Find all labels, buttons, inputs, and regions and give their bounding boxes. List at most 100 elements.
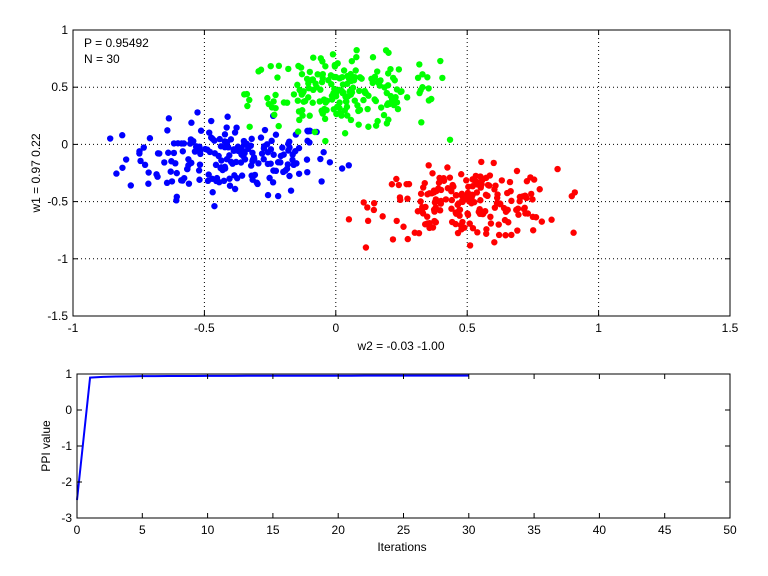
scatter-point-series-1 — [156, 150, 163, 157]
scatter-point-series-3 — [490, 159, 497, 167]
scatter-point-series-1 — [136, 148, 143, 155]
scatter-point-series-3 — [421, 221, 429, 228]
scatter-point-series-2 — [388, 96, 396, 103]
scatter-point-series-3 — [513, 167, 521, 175]
scatter-point-series-1 — [140, 144, 147, 151]
scatter-point-series-3 — [440, 177, 448, 184]
ppi-ytick-label: 0 — [65, 403, 72, 417]
scatter-point-series-3 — [411, 229, 418, 236]
scatter-point-series-2 — [439, 74, 446, 82]
scatter-point-series-1 — [285, 147, 292, 154]
scatter-point-series-3 — [448, 196, 456, 204]
scatter-ytick-label: -1.5 — [47, 309, 68, 323]
scatter-point-series-1 — [234, 143, 242, 150]
scatter-point-series-2 — [353, 53, 360, 61]
scatter-point-series-2 — [428, 95, 435, 103]
scatter-plot-area — [73, 30, 730, 316]
scatter-point-series-2 — [390, 101, 398, 109]
scatter-point-series-3 — [481, 207, 489, 215]
scatter-points — [106, 46, 579, 251]
scatter-point-series-3 — [435, 179, 443, 186]
scatter-point-series-3 — [432, 204, 439, 211]
scatter-point-series-3 — [502, 232, 509, 239]
scatter-point-series-2 — [348, 57, 356, 65]
scatter-ytick-label: 1 — [61, 23, 68, 37]
scatter-point-series-3 — [364, 204, 371, 211]
scatter-point-series-2 — [272, 91, 279, 99]
ppi-ytick-label: -2 — [61, 475, 72, 489]
scatter-point-series-3 — [426, 190, 433, 197]
scatter-point-series-2 — [365, 123, 372, 130]
scatter-point-series-3 — [370, 206, 378, 214]
scatter-point-series-3 — [536, 186, 543, 193]
scatter-point-series-3 — [493, 194, 501, 202]
scatter-point-series-3 — [404, 235, 411, 243]
scatter-point-series-2 — [371, 96, 378, 103]
scatter-point-series-1 — [251, 155, 258, 163]
scatter-point-series-3 — [456, 212, 463, 219]
scatter-point-series-2 — [270, 98, 277, 105]
scatter-point-series-2 — [395, 66, 403, 73]
scatter-point-series-3 — [548, 216, 555, 223]
scatter-point-series-1 — [226, 182, 234, 189]
scatter-point-series-2 — [342, 93, 349, 100]
scatter-point-series-2 — [305, 84, 312, 92]
scatter-point-series-1 — [172, 160, 179, 167]
scatter-point-series-2 — [246, 123, 253, 130]
scatter-point-series-3 — [476, 205, 483, 213]
scatter-point-series-1 — [196, 161, 204, 168]
scatter-point-series-1 — [179, 177, 186, 184]
scatter-point-series-2 — [309, 99, 316, 106]
scatter-point-series-2 — [336, 104, 343, 112]
scatter-point-series-3 — [498, 177, 506, 184]
scatter-point-series-3 — [529, 213, 537, 221]
scatter-point-series-2 — [319, 110, 326, 117]
scatter-point-series-2 — [368, 76, 376, 83]
scatter-point-series-1 — [274, 192, 282, 200]
scatter-point-series-3 — [468, 191, 475, 199]
scatter-point-series-2 — [301, 97, 309, 105]
scatter-point-series-3 — [570, 229, 577, 236]
ppi-xtick-label: 5 — [139, 523, 146, 537]
scatter-point-series-3 — [472, 172, 480, 180]
scatter-axes-frame — [72, 29, 731, 317]
scatter-point-series-3 — [516, 193, 524, 201]
ppi-ylabel: PPI value — [39, 420, 53, 472]
scatter-point-series-2 — [403, 94, 411, 101]
scatter-point-series-1 — [280, 151, 287, 158]
scatter-point-series-2 — [283, 99, 291, 106]
scatter-point-series-1 — [205, 171, 212, 178]
scatter-point-series-2 — [345, 75, 353, 82]
scatter-point-series-2 — [329, 51, 337, 58]
scatter-point-series-2 — [241, 91, 248, 98]
scatter-point-series-1 — [122, 156, 130, 163]
scatter-point-series-1 — [195, 167, 203, 174]
scatter-point-series-3 — [496, 200, 504, 207]
scatter-point-series-2 — [369, 54, 377, 61]
scatter-point-series-1 — [241, 156, 249, 163]
scatter-point-series-2 — [299, 112, 306, 119]
scatter-point-series-3 — [508, 197, 515, 205]
scatter-point-series-3 — [487, 220, 495, 227]
scatter-point-series-2 — [317, 86, 324, 93]
scatter-point-series-2 — [272, 104, 279, 112]
scatter-point-series-3 — [400, 223, 407, 230]
scatter-point-series-1 — [127, 182, 134, 189]
scatter-point-series-1 — [318, 178, 325, 185]
scatter-point-series-2 — [334, 60, 341, 67]
scatter-point-series-2 — [317, 55, 325, 62]
scatter-point-series-2 — [333, 87, 341, 94]
scatter-point-series-1 — [279, 144, 286, 151]
scatter-point-series-3 — [521, 204, 528, 212]
scatter-point-series-1 — [267, 146, 275, 153]
scatter-point-series-1 — [119, 164, 126, 171]
scatter-point-series-2 — [314, 71, 321, 78]
scatter-point-series-2 — [351, 97, 358, 104]
scatter-point-series-1 — [137, 157, 144, 165]
scatter-point-series-2 — [372, 122, 380, 129]
scatter-point-series-2 — [321, 115, 329, 123]
scatter-point-series-1 — [260, 145, 268, 152]
scatter-point-series-2 — [350, 77, 358, 84]
scatter-point-series-1 — [261, 126, 269, 134]
scatter-point-series-3 — [370, 199, 378, 207]
